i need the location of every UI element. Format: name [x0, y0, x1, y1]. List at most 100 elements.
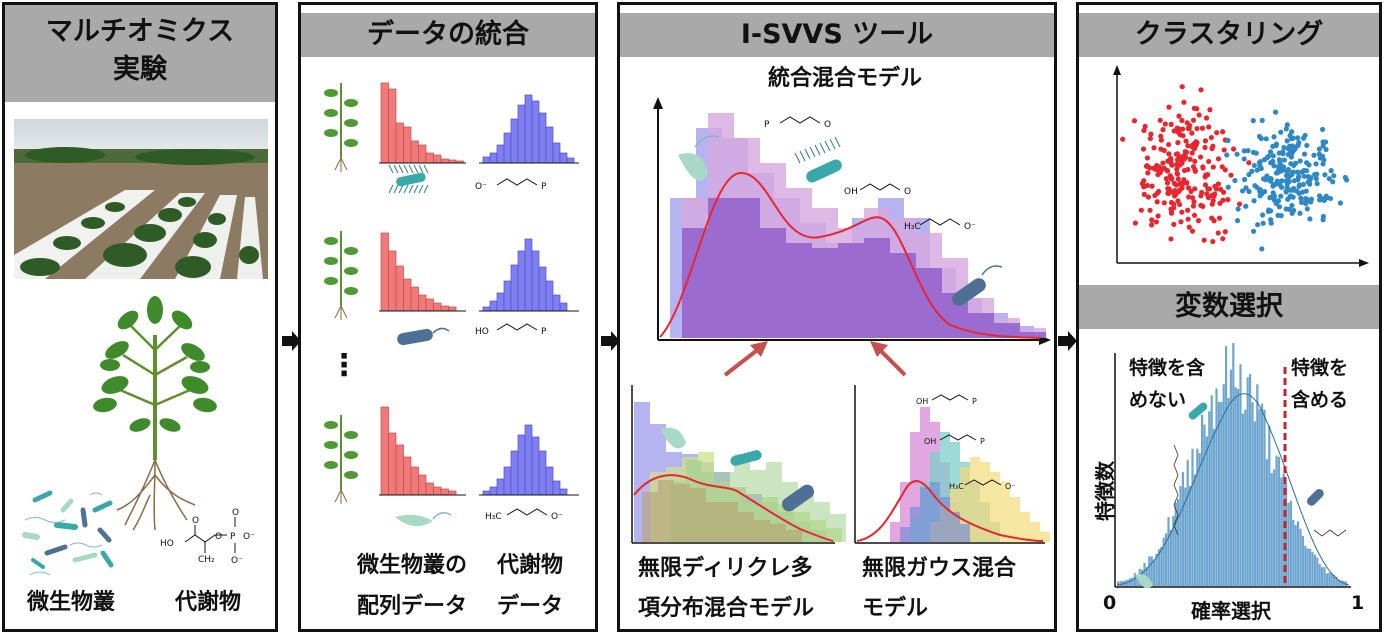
chem-label: H₃C [949, 482, 964, 491]
magenta-bar [890, 522, 900, 542]
blue-cluster-point [1323, 139, 1329, 145]
red-cluster-point [1148, 222, 1155, 228]
plant-leaf [324, 257, 338, 265]
blue-cluster-point [1261, 176, 1267, 182]
chem-label: H₃C [485, 512, 502, 522]
red-cluster-point [1160, 160, 1166, 166]
title-line-2: 実験 [113, 54, 167, 85]
chem-ho: HO [160, 539, 174, 549]
blue-cluster-point [1260, 220, 1266, 226]
blue-cluster-point [1298, 199, 1305, 206]
selection-histogram-bar [1215, 388, 1218, 586]
selection-histogram-bar [1241, 413, 1244, 586]
red-cluster-point [1163, 176, 1169, 182]
purple-bar [812, 248, 838, 338]
selection-histogram-bar [1150, 556, 1153, 586]
red-histogram-bar [380, 232, 389, 312]
chem-o: O [215, 532, 222, 542]
selection-histogram-bar [1133, 573, 1136, 586]
selection-histogram-bar [1249, 374, 1252, 586]
red-cluster-point [1188, 188, 1194, 195]
selection-histogram-bar [1191, 448, 1194, 586]
magenta-bar [900, 482, 910, 542]
label-metabolites: 代謝物 [175, 590, 242, 615]
chem-label: P [541, 327, 547, 337]
blue-cluster-point [1259, 117, 1265, 124]
blue-histogram-bar [559, 302, 568, 312]
blue-cluster-point [1275, 198, 1282, 204]
blue-cluster-point [1314, 181, 1320, 187]
arrowhead [870, 341, 888, 357]
blue-cluster-point [1249, 168, 1255, 174]
red-cluster-point [1176, 113, 1182, 119]
flagellum [423, 184, 429, 194]
red-cluster-point [1189, 195, 1196, 201]
microbe-flagellated-icon [1188, 402, 1208, 420]
selection-histogram-bar [1196, 448, 1199, 586]
selection-histogram-bar [1131, 577, 1134, 586]
blue-cluster-point [1281, 157, 1288, 163]
purple-bar [864, 238, 890, 338]
red-cluster-point [1190, 141, 1197, 147]
red-cluster-point [1189, 150, 1195, 156]
microbe-rod-icon [1306, 488, 1324, 506]
blue-cluster-point [1258, 135, 1264, 142]
microbe-flagellated-icon [730, 450, 762, 466]
blue-cluster-point [1284, 138, 1290, 144]
blue-cluster-point [1306, 162, 1312, 168]
blue-cluster-point [1326, 176, 1332, 182]
purple-bar [786, 243, 812, 338]
blue-cluster-point [1295, 174, 1301, 180]
red-cluster-point [1215, 181, 1221, 187]
selection-histogram-bar [1210, 395, 1213, 586]
blue-histogram-bar [566, 157, 575, 164]
yellow-bar [1030, 522, 1040, 542]
red-cluster-point [1158, 146, 1164, 152]
red-cluster-point [1192, 158, 1198, 164]
red-cluster-point [1210, 164, 1216, 170]
selection-histogram-bar [1208, 411, 1211, 586]
arrowhead [750, 341, 768, 357]
red-histogram-bar [440, 488, 449, 496]
selection-histogram-bar [1148, 556, 1151, 586]
red-histogram-bar [380, 82, 389, 164]
top-chart-title: 統合混合モデル [768, 66, 923, 91]
right-label-line-2: モデル [862, 596, 929, 621]
red-cluster-point [1157, 168, 1164, 174]
plant-leaf [344, 139, 358, 147]
purple-bar [708, 198, 734, 338]
flagellum [794, 152, 801, 164]
red-cluster-point [1160, 126, 1166, 133]
selection-ylabel: 特徴数 [1093, 461, 1117, 521]
fit-curve [856, 480, 1044, 542]
selection-histogram-bar [1253, 421, 1256, 586]
blue-cluster-point [1278, 193, 1284, 199]
blue-histogram-bar [510, 450, 519, 496]
mixture-fit-curve [659, 171, 1041, 339]
left-label-line-2: 項分布混合モデル [638, 596, 815, 621]
label-seq-line-2: 配列データ [357, 594, 468, 619]
fit-curve [633, 474, 834, 542]
blue-cluster-point [1259, 246, 1265, 252]
plant-leaf [344, 451, 358, 459]
flagellum [418, 184, 424, 194]
blue-cluster-point [1307, 216, 1313, 222]
blue-histogram-bar [482, 156, 491, 164]
flagellum [809, 146, 816, 158]
chem-o-minus: O⁻ [231, 556, 243, 566]
chem-chain [1173, 444, 1179, 536]
blue-cluster-point [1267, 149, 1274, 155]
flagellum [403, 184, 409, 194]
selection-histogram-bar [1189, 485, 1192, 586]
blue-cluster-point [1283, 188, 1289, 194]
red-cluster-point [1205, 186, 1211, 192]
microbe-comma-icon [1135, 574, 1153, 589]
selection-histogram-bar [1301, 535, 1304, 586]
red-cluster-point [1220, 236, 1226, 242]
purple-bar [838, 243, 864, 338]
blue-histogram-bar [559, 152, 568, 164]
red-cluster-point [1174, 166, 1180, 172]
red-histogram-bar [448, 306, 457, 312]
blue-cluster-point [1289, 210, 1295, 216]
selection-histogram-bar [1205, 436, 1208, 586]
